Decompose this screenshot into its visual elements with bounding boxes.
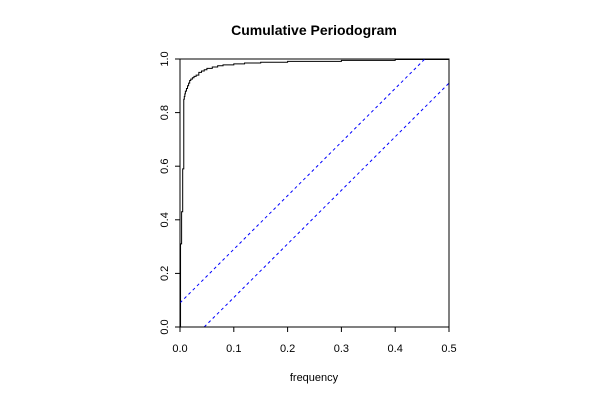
series-line-2 xyxy=(203,82,450,328)
series-line-0 xyxy=(180,59,450,328)
y-axis: 0.0 0.2 0.4 0.6 0.8 1.0 xyxy=(159,51,180,335)
series-line-1 xyxy=(179,58,426,304)
y-tick-label: 0.4 xyxy=(159,212,171,227)
y-tick-label: 0.6 xyxy=(159,159,171,174)
x-axis: 0.0 0.1 0.2 0.3 0.4 0.5 xyxy=(172,327,457,355)
x-axis-label: frequency xyxy=(290,372,339,384)
x-tick-label: 0.1 xyxy=(226,343,241,355)
plot-frame xyxy=(179,58,450,328)
plot-area xyxy=(179,58,450,328)
y-tick-label: 0.2 xyxy=(159,266,171,281)
x-tick-label: 0.0 xyxy=(172,343,187,355)
y-tick-label: 1.0 xyxy=(159,51,171,66)
y-tick-label: 0.8 xyxy=(159,105,171,120)
x-tick-label: 0.3 xyxy=(334,343,349,355)
x-tick-label: 0.2 xyxy=(280,343,295,355)
chart-title: Cumulative Periodogram xyxy=(231,22,397,38)
x-tick-label: 0.4 xyxy=(388,343,403,355)
x-tick-label: 0.5 xyxy=(441,343,456,355)
y-tick-label: 0.0 xyxy=(159,319,171,334)
